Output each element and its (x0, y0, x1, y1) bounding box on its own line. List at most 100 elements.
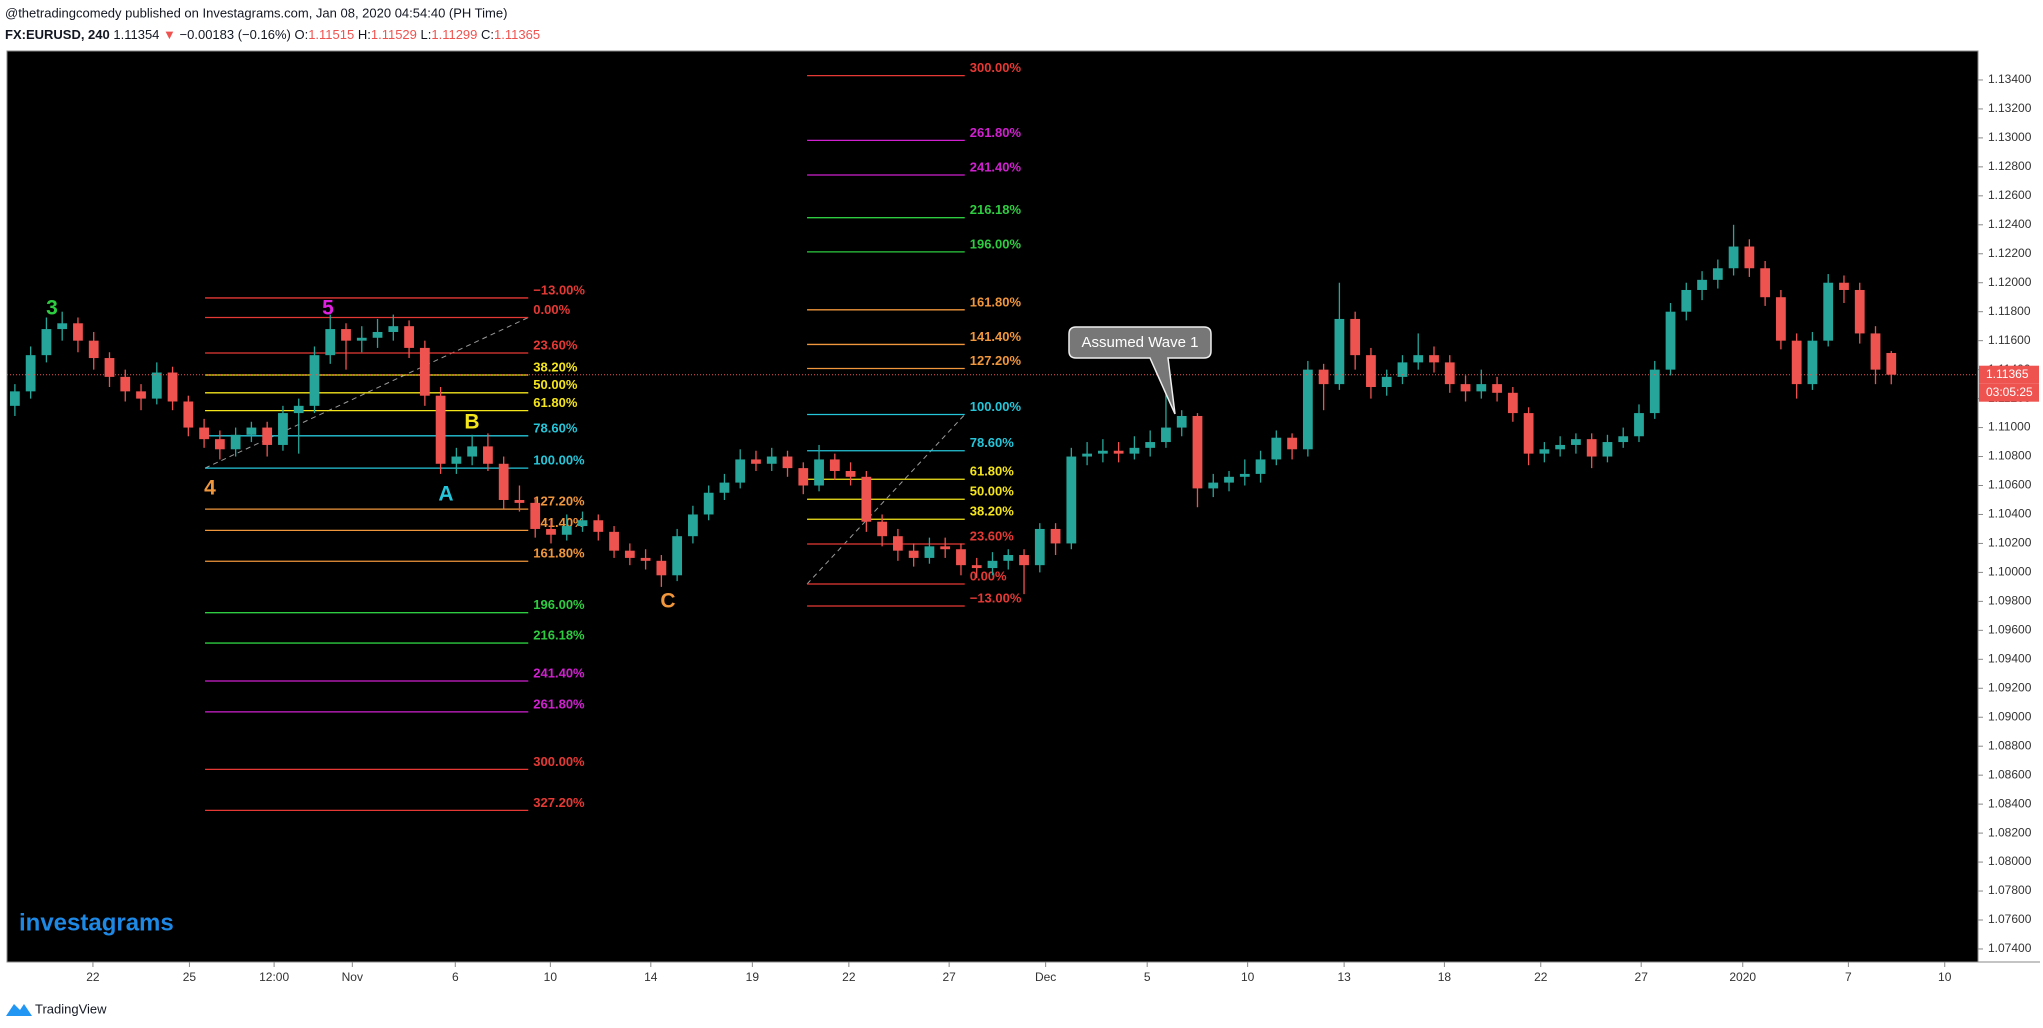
candle-body (814, 459, 824, 486)
y-tick-label: 1.08800 (1988, 738, 2032, 752)
candle-body (214, 439, 225, 450)
candle-body (1728, 246, 1739, 269)
candle-body (1255, 459, 1266, 474)
candle-body (1665, 311, 1676, 370)
candle-body (672, 536, 683, 576)
candle-body (1113, 450, 1124, 454)
candle-body (1034, 528, 1045, 566)
candle-body (1161, 427, 1171, 443)
candle-body (41, 329, 52, 356)
candle-body (656, 560, 667, 576)
candle-body (719, 482, 730, 493)
y-tick-label: 1.10400 (1988, 507, 2032, 521)
candle-body (829, 459, 840, 472)
candle-body (1555, 444, 1566, 450)
fib-level-label: 141.40% (970, 329, 1022, 344)
x-tick-label: 14 (644, 970, 658, 984)
candle-body (1618, 436, 1629, 443)
candle-body (971, 565, 982, 569)
candle-body (1823, 282, 1834, 341)
x-tick-label: 27 (1635, 970, 1649, 984)
fib-level-label: 50.00% (970, 484, 1015, 499)
candle-body (924, 546, 935, 558)
fib-level-label: 216.18% (533, 628, 585, 643)
fib-level-label: 0.00% (533, 302, 570, 317)
candle-body (104, 358, 115, 377)
candle-body (1697, 279, 1707, 290)
fib-level-label: 261.80% (533, 696, 585, 711)
fib-level-label: 127.20% (970, 353, 1022, 368)
x-tick-label: 10 (1938, 970, 1952, 984)
y-tick-label: 1.08400 (1988, 796, 2032, 810)
y-tick-label: 1.12000 (1988, 275, 2032, 289)
y-tick-label: 1.09200 (1988, 680, 2032, 694)
fib-level-label: 23.60% (533, 337, 578, 352)
candle-body (341, 329, 351, 341)
x-tick-label: 12:00 (259, 970, 289, 984)
y-tick-label: 1.12200 (1988, 246, 2032, 260)
candle-body (546, 528, 556, 535)
fib-level-label: 241.40% (970, 159, 1022, 174)
fib-level-label: 100.00% (970, 399, 1022, 414)
x-tick-label: 25 (183, 970, 197, 984)
candle-body (1712, 268, 1723, 280)
candle-body (782, 456, 793, 469)
candle-body (1050, 528, 1061, 544)
candle-body (735, 459, 746, 483)
candle-body (1681, 289, 1692, 312)
candle-body (1602, 442, 1613, 457)
y-tick-label: 1.12600 (1988, 188, 2032, 202)
fib-level-label: 141.40% (533, 515, 585, 530)
candle-body (1460, 384, 1471, 392)
candle-body (88, 340, 99, 359)
candle-body (987, 560, 998, 569)
x-tick-label: 2020 (1729, 970, 1756, 984)
fib-level-label: 300.00% (533, 754, 585, 769)
y-tick-label: 1.07800 (1988, 883, 2032, 897)
fib-level-label: 161.80% (970, 294, 1022, 309)
y-tick-label: 1.07600 (1988, 912, 2032, 926)
ohlc-value: 1.11299 (431, 27, 477, 42)
y-tick-label: 1.10200 (1988, 536, 2032, 550)
candle-body (1302, 369, 1313, 450)
candle-body (1287, 437, 1297, 450)
candle-body (751, 459, 761, 464)
candle-body (1854, 289, 1865, 334)
candle-body (1334, 318, 1345, 385)
candle-body (1381, 376, 1392, 388)
symbol-legend: FX:EURUSD, 240 1.11354 ▼ −0.00183 (−0.16… (5, 27, 540, 42)
candle-body (1539, 449, 1550, 454)
candle-body (1429, 355, 1439, 363)
y-tick-label: 1.12400 (1988, 217, 2032, 231)
wave-label: C (660, 590, 675, 613)
candle-body (1760, 268, 1771, 298)
candle-body (1097, 450, 1108, 454)
candle-body (1476, 384, 1487, 392)
fib-level-label: 261.80% (970, 125, 1022, 140)
ohlc-label: C: (481, 27, 494, 42)
marks-layer: −13.00%0.00%23.60%38.20%50.00%61.80%78.6… (7, 60, 1978, 812)
candle-body (766, 456, 777, 464)
x-tick-label: Nov (342, 970, 363, 984)
fib-level-label: 50.00% (533, 377, 578, 392)
countdown-tag (1979, 383, 2039, 402)
x-tick-label: 22 (1534, 970, 1548, 984)
tradingview-logo (6, 1004, 32, 1016)
candle-body (1523, 413, 1534, 454)
ohlc-label: H: (358, 27, 371, 42)
fib-level-label: 241.40% (533, 665, 585, 680)
candle-body (1224, 476, 1234, 483)
x-tick-label: 10 (544, 970, 558, 984)
x-tick-label: 7 (1845, 970, 1852, 984)
y-tick-label: 1.08600 (1988, 767, 2032, 781)
candle-body (1019, 555, 1029, 566)
candle-body (325, 329, 336, 356)
candle-body (57, 323, 68, 330)
candle-body (435, 395, 446, 464)
y-tick-label: 1.13000 (1988, 130, 2032, 144)
y-tick-label: 1.09400 (1988, 651, 2032, 665)
candle-body (230, 434, 241, 450)
candle-body (199, 427, 209, 440)
last-price: 1.11354 (113, 27, 159, 42)
